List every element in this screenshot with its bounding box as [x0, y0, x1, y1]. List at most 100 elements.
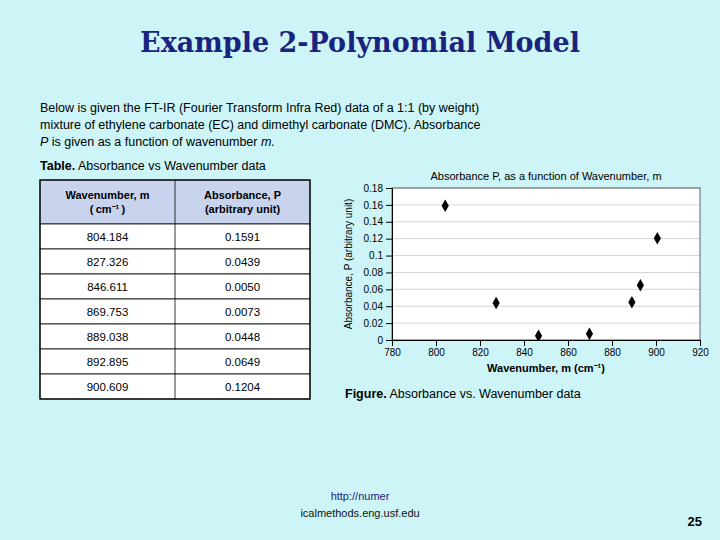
y-tick-label: 0.12	[364, 233, 384, 244]
x-tick: 900	[648, 340, 665, 358]
point	[493, 297, 500, 309]
x-tick-mark	[568, 340, 569, 346]
page: Example 2-Polynomial ModelBelow is given…	[0, 0, 720, 540]
y-tick-label: 0.06	[364, 284, 384, 295]
y-tick-label: 0.16	[364, 200, 384, 211]
plot-frame	[392, 188, 700, 340]
y-tick-mark	[386, 205, 392, 206]
table-cell: 900.609	[87, 381, 129, 393]
y-tick-label: 0.1	[369, 250, 383, 261]
y-tick-label: 0.02	[364, 318, 384, 329]
y-tick: 0.14	[364, 216, 392, 227]
x-tick-label: 800	[428, 347, 445, 358]
body-text: Below is given the FT-IR (Fourier Transf…	[40, 101, 479, 115]
table-header-line: ( cm⁻¹ )	[90, 203, 126, 215]
table-cell: 892.895	[87, 356, 129, 368]
x-tick-label: 880	[604, 347, 621, 358]
x-tick-mark	[656, 340, 657, 346]
y-tick-label: 0	[377, 335, 383, 346]
table-cell: 0.0649	[225, 356, 260, 368]
y-axis-title: Absorbance, P (arbitrary unit)	[343, 199, 354, 329]
point	[586, 328, 593, 340]
grid	[392, 188, 700, 340]
table-cell: 0.1591	[225, 231, 260, 243]
table-cell: 804.184	[87, 231, 129, 243]
x-axis-line	[393, 341, 701, 347]
y-tick-mark	[386, 323, 392, 324]
y-tick-mark	[386, 222, 392, 223]
y-tick: 0.04	[364, 301, 392, 312]
y-tick-label: 0.04	[364, 301, 384, 312]
x-axis: 780 800 820 840 860 880 900 920	[384, 340, 709, 358]
y-tick: 0.02	[364, 318, 392, 329]
point	[442, 199, 449, 211]
table-border	[40, 180, 310, 399]
x-tick-label: 860	[560, 347, 577, 358]
x-axis-title: Wavenumber, m (cm⁻¹)	[487, 362, 605, 374]
x-tick: 800	[428, 340, 445, 358]
table-cell: 869.753	[87, 306, 129, 318]
y-axis: 0 0.02 0.04 0.06 0.08 0.1 0.12 0.14 0.16 0.18	[364, 183, 393, 346]
grid-line	[392, 272, 700, 273]
table-cell: 827.326	[87, 256, 129, 268]
grid-line	[392, 289, 700, 290]
point	[637, 279, 644, 291]
y-tick: 0.18	[364, 183, 392, 194]
x-tick: 780	[384, 340, 401, 358]
y-tick-mark	[386, 256, 392, 257]
grid-line	[392, 221, 700, 222]
table-divider	[175, 180, 176, 399]
table-title-rest: Absorbance vs Wavenumber data	[75, 159, 266, 173]
points	[442, 199, 661, 340]
x-tick-label: 820	[472, 347, 489, 358]
y-tick-mark	[386, 239, 392, 240]
x-tick-label: 840	[516, 347, 533, 358]
x-tick-label: 920	[692, 347, 709, 358]
table-title-bold: Table.	[40, 159, 75, 173]
figure-caption-bold: Figure.	[345, 387, 387, 401]
point	[535, 330, 542, 340]
x-tick-mark	[612, 340, 613, 346]
grid-line	[392, 204, 700, 205]
y-tick: 0.06	[364, 284, 392, 295]
table-cell: 0.0448	[225, 331, 260, 343]
footer-left: icalmethods.eng.usf.edu	[300, 507, 419, 519]
y-tick-mark	[386, 306, 392, 307]
y-tick-mark	[386, 340, 392, 341]
footer-url: http://numer	[331, 490, 390, 502]
x-tick-mark	[480, 340, 481, 346]
chart-title: Absorbance P, as a function of Wavenumbe…	[430, 170, 661, 182]
table-cell: 889.038	[87, 331, 129, 343]
body-text-part: m.	[258, 135, 275, 149]
x-tick-mark	[524, 340, 525, 346]
x-tick-mark	[700, 340, 701, 346]
x-tick: 840	[516, 340, 533, 358]
table: Wavenumber, m ( cm⁻¹ ) Absorbance, P (arbit…	[40, 180, 310, 399]
scatter-chart: 780 800 820 840 860 880 900 920 0 0.02 0.04 0.06 0.0…	[343, 170, 709, 374]
grid-line	[392, 306, 700, 307]
table-header-line: (arbitrary unit)	[205, 203, 281, 215]
y-tick-mark	[386, 272, 392, 273]
x-tick: 880	[604, 340, 621, 358]
y-tick-label: 0.08	[364, 267, 384, 278]
table-cell: 0.1204	[225, 381, 261, 393]
body-text: mixture of ethylene carbonate (EC) and d…	[40, 118, 481, 132]
x-tick: 820	[472, 340, 489, 358]
figure-caption-rest: Absorbance vs. Wavenumber data	[387, 387, 581, 401]
y-tick-mark	[386, 289, 392, 290]
y-tick: 0.16	[364, 200, 392, 211]
x-tick-label: 900	[648, 347, 665, 358]
table-title: Table. Absorbance vs Wavenumber data	[40, 159, 266, 173]
x-tick-mark	[436, 340, 437, 346]
y-tick: 0	[377, 335, 392, 346]
body-text: P is given as a function of wavenumber m…	[40, 135, 275, 149]
table-header-line: Absorbance, P	[204, 189, 281, 201]
point	[628, 296, 635, 308]
footer-page: 25	[688, 514, 702, 529]
y-axis-line	[386, 189, 393, 341]
table-header-line: Wavenumber, m	[66, 189, 150, 201]
background	[0, 0, 720, 540]
y-tick: 0.1	[369, 250, 392, 261]
grid-line	[392, 323, 700, 324]
table-header-text: Wavenumber, m ( cm⁻¹ )	[66, 189, 150, 215]
